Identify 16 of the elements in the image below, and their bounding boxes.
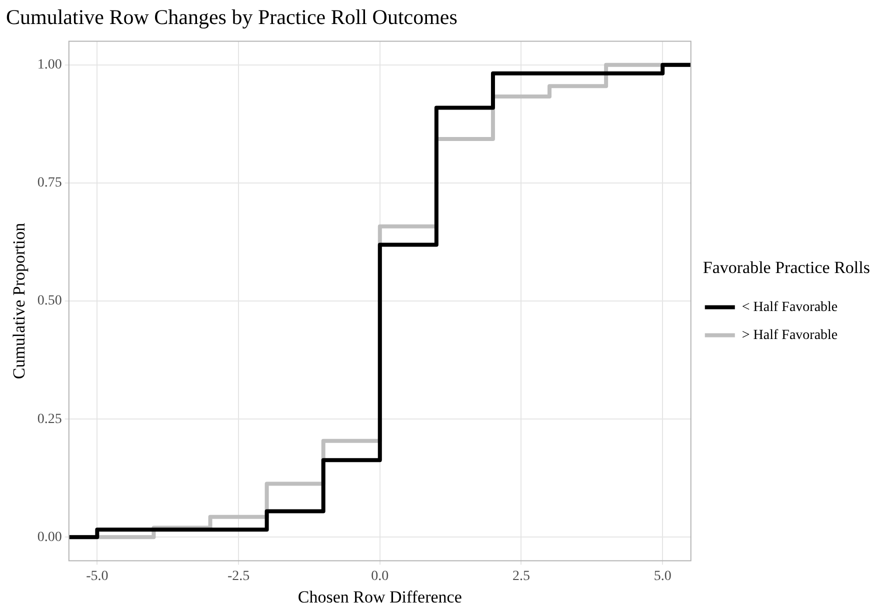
y-axis-title: Cumulative Proportion	[10, 222, 29, 380]
legend-label: > Half Favorable	[742, 328, 838, 343]
y-tick-label: 0.00	[37, 530, 62, 545]
legend-label: < Half Favorable	[742, 300, 838, 315]
chart-title: Cumulative Row Changes by Practice Roll Outcomes	[6, 5, 458, 30]
x-axis-title: Chosen Row Difference	[298, 587, 462, 606]
x-tick-label: 5.0	[654, 568, 672, 584]
y-tick-label: 0.50	[37, 294, 62, 309]
x-tick-label: -5.0	[86, 568, 108, 584]
x-tick-label: 2.5	[512, 568, 530, 584]
legend-title: Favorable Practice Rolls	[702, 258, 870, 277]
x-tick-label: 0.0	[371, 568, 389, 584]
x-tick-label: -2.5	[227, 568, 250, 584]
y-tick-label: 0.25	[37, 412, 62, 427]
y-tick-label: 0.75	[37, 176, 62, 191]
y-tick-label: 1.00	[37, 57, 62, 72]
